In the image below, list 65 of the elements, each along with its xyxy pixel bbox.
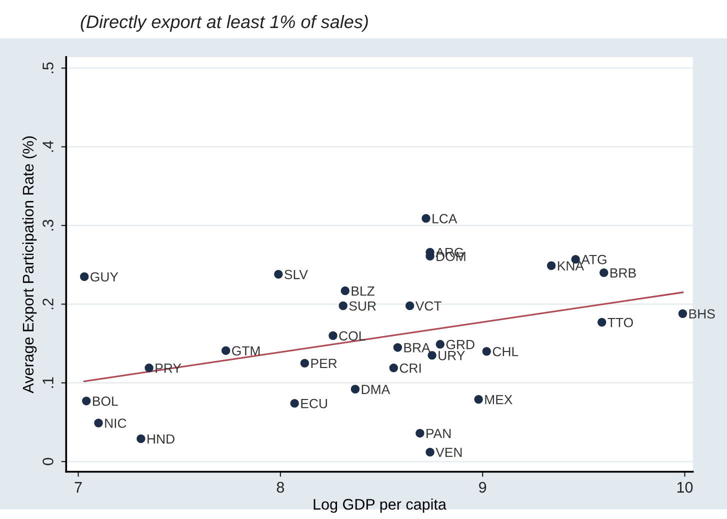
x-tick-label: 9 xyxy=(479,482,486,493)
y-tick-label: .1 xyxy=(42,377,54,388)
annotation: TTO xyxy=(608,318,633,328)
point xyxy=(144,364,154,372)
annotation: CRI xyxy=(400,363,421,373)
point xyxy=(82,396,91,406)
point xyxy=(80,272,89,281)
point xyxy=(393,343,402,352)
annotation: GRD xyxy=(446,340,474,350)
annotation: BRA xyxy=(404,343,430,352)
point xyxy=(436,340,445,349)
annotation: CHL xyxy=(492,346,518,356)
x-tick-label: 8 xyxy=(276,482,284,493)
point xyxy=(678,309,688,318)
chart-title: (Directly export at least 1% of sales) xyxy=(80,14,368,32)
annotation: BHS xyxy=(689,309,715,319)
y-tick-label: .2 xyxy=(42,298,54,310)
point xyxy=(94,418,103,428)
annotation: PAN xyxy=(426,428,451,438)
point xyxy=(328,331,338,340)
annotation: GTM xyxy=(232,346,260,356)
y-tick-label: .5 xyxy=(42,62,54,74)
annotation: MEX xyxy=(485,395,512,404)
point xyxy=(389,364,398,372)
point xyxy=(274,270,283,279)
y-tick-label: 0 xyxy=(42,458,54,466)
annotation: LCA xyxy=(432,214,458,224)
point xyxy=(405,301,414,310)
annotation: NIC xyxy=(105,418,126,428)
annotation: URY xyxy=(438,351,465,360)
annotation: BOL xyxy=(93,396,118,406)
point xyxy=(426,448,434,456)
point xyxy=(136,434,146,444)
point xyxy=(340,286,350,296)
x-axis-title: Log GDP per capita xyxy=(314,498,446,513)
annotation: BRB xyxy=(610,268,636,278)
x-tick-label: 7 xyxy=(74,482,82,493)
y-tick-label: .3 xyxy=(42,220,54,230)
point xyxy=(338,301,348,310)
annotation: DMA xyxy=(362,384,390,394)
y-tick-label: .4 xyxy=(42,140,54,152)
x-tick-label: 10 xyxy=(677,482,693,493)
point xyxy=(221,346,230,355)
point xyxy=(546,261,556,270)
point xyxy=(290,398,299,408)
y-axis-title: Average Export Participation Rate (%) xyxy=(22,136,37,394)
annotation: HND xyxy=(148,434,174,444)
annotation: VCT xyxy=(415,301,442,311)
point xyxy=(350,384,360,394)
point xyxy=(482,347,492,356)
point xyxy=(597,318,606,327)
point xyxy=(300,358,310,368)
annotation: SUR xyxy=(349,301,376,311)
annotation: PER xyxy=(311,358,337,368)
annotation: SLV xyxy=(284,270,308,280)
annotation: BLZ xyxy=(352,286,374,296)
point xyxy=(428,350,436,360)
annotation: GUY xyxy=(90,272,118,282)
annotation: VEN xyxy=(436,448,462,457)
annotation: ECU xyxy=(301,398,327,408)
point xyxy=(474,395,483,404)
point xyxy=(600,268,608,278)
annotation: COL xyxy=(339,331,366,341)
point xyxy=(416,428,424,438)
point xyxy=(422,214,430,223)
